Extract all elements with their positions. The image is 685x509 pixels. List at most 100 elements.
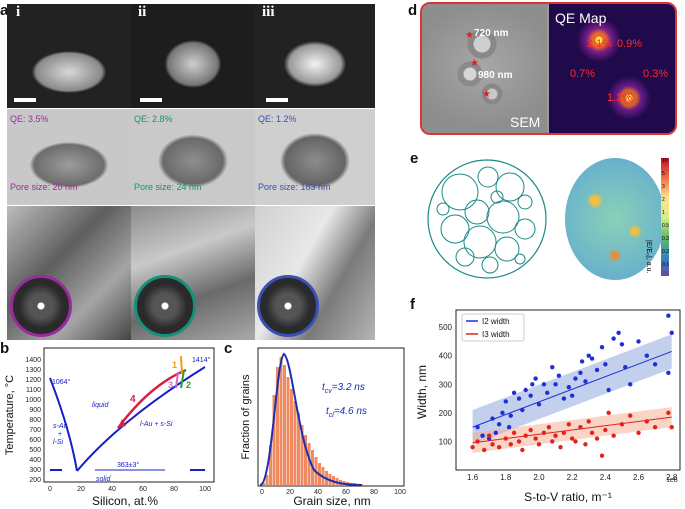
- xtick-100: 100: [199, 486, 211, 493]
- size-label-980: 980 nm: [478, 70, 513, 81]
- ytick-200: 200: [29, 477, 41, 484]
- data-point: [561, 430, 567, 436]
- y-tick-label: 500: [439, 323, 453, 332]
- data-point: [594, 367, 600, 373]
- hist-xtick-100: 100: [394, 489, 406, 496]
- liquidus-left: [49, 377, 78, 472]
- data-point: [550, 439, 555, 444]
- data-point: [500, 410, 505, 416]
- data-point: [561, 396, 567, 401]
- data-point: [516, 396, 522, 401]
- panel-b-label: b: [0, 340, 10, 357]
- data-point: [611, 336, 616, 341]
- ytick-1400: 1400: [25, 357, 41, 364]
- colorbar-tick-0.2: 0.2: [662, 249, 669, 255]
- pore-circles: [436, 166, 536, 274]
- ytick-800: 800: [29, 417, 41, 424]
- data-point: [490, 416, 495, 421]
- data-point: [666, 370, 671, 376]
- pore-size-iii: Pore size: 183 nm: [258, 182, 331, 192]
- data-point: [511, 430, 517, 436]
- label-ii: ii: [138, 4, 147, 20]
- data-point: [566, 422, 572, 427]
- label-l-si: l-Si: [53, 439, 64, 446]
- x-tick-label: 2.0: [533, 473, 545, 482]
- data-point: [470, 444, 475, 450]
- histogram-bar: [297, 413, 300, 485]
- data-point: [553, 433, 558, 438]
- data-point: [619, 342, 625, 347]
- data-point: [550, 364, 555, 370]
- histogram-bar: [307, 443, 311, 485]
- data-point: [578, 370, 583, 376]
- ytick-700: 700: [29, 427, 41, 434]
- data-point: [541, 430, 547, 436]
- data-point: [619, 422, 625, 427]
- t-cv-label: tcv=3.2 ns: [322, 382, 365, 395]
- data-point: [490, 442, 495, 447]
- legend-label-i3: I3 width: [482, 330, 510, 339]
- hist-xtick-20: 20: [286, 489, 294, 496]
- data-point: [482, 447, 487, 453]
- qe-value-3: 0.7%: [570, 68, 596, 80]
- sem-label: SEM: [510, 114, 541, 130]
- t-cl-label: tcl=4.6 ns: [326, 406, 367, 419]
- em-image-iii-mid: [255, 109, 375, 205]
- data-point: [536, 402, 542, 407]
- scale-bar-i: [14, 98, 36, 102]
- data-point: [496, 444, 502, 450]
- scale-bar-ii: [140, 98, 162, 102]
- y-tick-label: 300: [439, 380, 453, 389]
- size-label-720: 720 nm: [474, 28, 509, 39]
- histogram-bar: [276, 367, 279, 485]
- data-point: [606, 410, 611, 416]
- xtick-60: 60: [139, 486, 147, 493]
- label-plus: +: [58, 431, 62, 438]
- label-l-au-s-si: l-Au + s-Si: [140, 421, 173, 428]
- histogram-bar: [283, 365, 286, 485]
- x-tick-label: 1.8: [500, 473, 512, 482]
- data-point: [516, 439, 522, 444]
- data-point: [506, 424, 512, 430]
- histogram-bar: [265, 475, 269, 485]
- ytick-1200: 1200: [25, 377, 41, 384]
- panel-a-label: a: [0, 2, 9, 19]
- data-point: [533, 436, 538, 441]
- hist-xtick-80: 80: [370, 489, 378, 496]
- x-tick-label: 2.2: [567, 473, 579, 482]
- data-point: [579, 359, 585, 364]
- data-point: [644, 419, 650, 424]
- data-point: [556, 373, 562, 378]
- data-point: [475, 424, 480, 430]
- ytick-400: 400: [29, 457, 41, 464]
- label-liquid: liquid: [92, 402, 109, 409]
- colorbar: [661, 158, 669, 276]
- data-point: [493, 430, 499, 436]
- scatter-ylabel: Width, nm: [415, 365, 429, 419]
- phase-yticks: 200 300 400 500 600 700 800 900 1000 110…: [25, 357, 41, 484]
- data-point: [589, 356, 595, 361]
- em-image-ii-top: [131, 4, 255, 108]
- em-image-i-top: [7, 4, 131, 108]
- data-point: [558, 444, 563, 450]
- label-1414: 1414°: [192, 356, 211, 364]
- data-point: [503, 436, 508, 441]
- histogram-bar: [290, 389, 293, 485]
- path-label-1: 1: [172, 360, 177, 370]
- data-point: [528, 393, 533, 398]
- data-point: [594, 436, 600, 441]
- data-point: [573, 376, 578, 381]
- field-map: [565, 158, 665, 280]
- data-point: [536, 442, 542, 447]
- x-tick-label: 1.6: [467, 473, 479, 482]
- phase-xlabel: Silicon, at.%: [92, 494, 158, 508]
- data-point: [606, 387, 611, 393]
- xtick-80: 80: [170, 486, 178, 493]
- pore-size-ii: Pore size: 24 nm: [134, 182, 202, 192]
- colorbar-tick-0.5: 0.5: [662, 223, 669, 229]
- data-point: [652, 362, 658, 367]
- data-point: [523, 433, 528, 438]
- data-point: [528, 427, 533, 433]
- pore-size-i: Pore size: 20 nm: [10, 182, 78, 192]
- label-1064: 1064°: [52, 378, 71, 386]
